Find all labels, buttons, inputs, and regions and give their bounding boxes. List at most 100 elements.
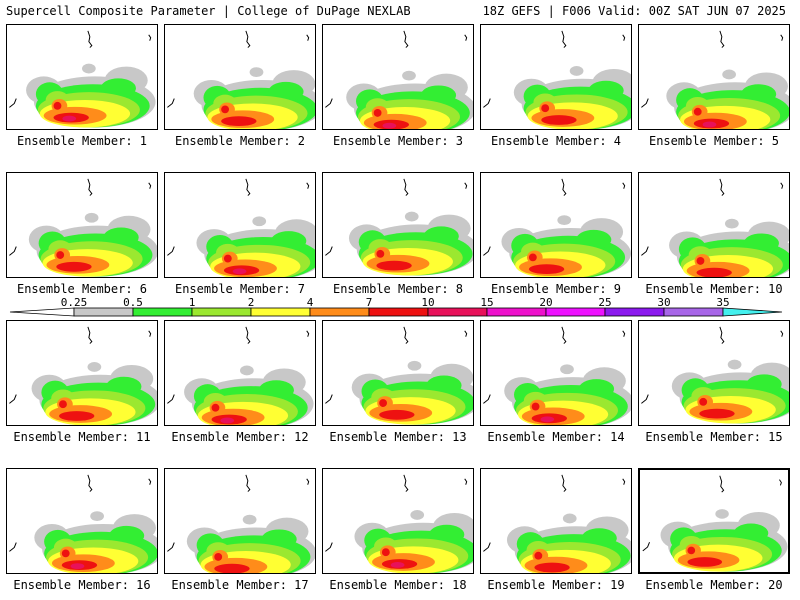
scp-contour-10 [62, 115, 77, 122]
coastline [642, 541, 650, 552]
coastline [306, 330, 310, 337]
scp-contours [184, 365, 314, 425]
coastline [148, 34, 152, 41]
coastline [464, 182, 468, 189]
coastline [167, 542, 175, 552]
scp-contour-0-25 [82, 63, 96, 74]
scp-field-map [325, 326, 473, 425]
member-label: Ensemble Member: 14 [487, 430, 625, 444]
scp-contour-7 [693, 107, 702, 116]
scp-contour-0-25 [557, 215, 572, 225]
scp-contour-0-5 [423, 226, 459, 246]
ensemble-panel [480, 24, 632, 130]
scp-contour-0-5 [581, 528, 617, 548]
coastline [403, 30, 409, 48]
scp-contour-0-25 [240, 365, 254, 376]
scp-contour-7 [379, 409, 415, 420]
scp-contour-0-5 [576, 229, 612, 250]
scp-contour-10 [390, 562, 405, 568]
ensemble-panel [6, 172, 158, 278]
scp-contour-10 [382, 122, 397, 129]
scp-contours [193, 67, 315, 129]
coastline [622, 330, 626, 337]
scp-field-map [483, 326, 631, 425]
scp-contours [186, 514, 315, 573]
scp-contour-7 [56, 251, 65, 259]
scp-contour-7 [376, 249, 385, 258]
ensemble-panel [638, 320, 790, 426]
scp-contour-0-5 [258, 380, 294, 400]
scp-contour-7 [699, 408, 735, 419]
scp-contour-0-25 [562, 513, 577, 524]
scp-contour-7 [221, 105, 230, 114]
scp-contour-10 [220, 417, 235, 424]
scp-field-map [641, 178, 789, 277]
scp-contour-7 [699, 397, 708, 406]
coastline [464, 330, 468, 337]
scp-field-map [641, 30, 789, 129]
scp-field-map [167, 326, 314, 425]
ensemble-panel [164, 320, 316, 426]
coastline [9, 394, 17, 404]
scp-contour-0-25 [569, 66, 584, 76]
scp-contour-0-5 [429, 524, 465, 545]
coastline [641, 246, 649, 256]
scp-contour-0-5 [261, 529, 297, 550]
coastline [483, 394, 491, 404]
member-label: Ensemble Member: 9 [490, 282, 622, 296]
colorbar-bin [663, 307, 724, 317]
ensemble-panel [480, 172, 632, 278]
member-label: Ensemble Member: 2 [174, 134, 306, 148]
scp-contour-0-5 [420, 85, 457, 106]
scp-field-map [9, 474, 157, 573]
scp-contour-0-5 [743, 233, 779, 254]
scp-contour-0-25 [87, 362, 102, 372]
scp-field-map [9, 326, 157, 425]
scp-contour-7 [541, 104, 550, 113]
member-label: Ensemble Member: 11 [13, 430, 151, 444]
scp-contour-0-5 [578, 379, 615, 399]
coastline [87, 326, 93, 344]
ensemble-panel [638, 172, 790, 278]
colorbar-bin [427, 307, 488, 317]
scp-field-map [642, 475, 788, 572]
ensemble-panel [480, 468, 632, 574]
ensemble-panel [164, 24, 316, 130]
member-label: Ensemble Member: 20 [645, 578, 783, 592]
scp-field-map [9, 178, 157, 277]
colorbar-bin [368, 307, 429, 317]
scp-contour-7 [214, 552, 223, 561]
colorbar-tick-label: 30 [657, 296, 670, 309]
coastline [325, 542, 333, 552]
scp-contour-10 [702, 121, 717, 128]
scp-contour-0-5 [103, 227, 139, 248]
colorbar-tick-label: 20 [539, 296, 552, 309]
scp-field-map [325, 30, 473, 129]
ensemble-panel [322, 468, 474, 574]
scp-contour-7 [376, 260, 412, 271]
coastline [9, 98, 17, 108]
member-label: Ensemble Member: 13 [329, 430, 467, 444]
member-label: Ensemble Member: 8 [332, 282, 464, 296]
coastline [780, 34, 784, 41]
scp-contours [660, 509, 788, 572]
coastline [780, 182, 784, 189]
coastline [306, 182, 310, 189]
coastline [719, 326, 725, 344]
scp-contour-0-25 [727, 359, 742, 370]
ensemble-panel [164, 468, 316, 574]
scp-field-map [9, 30, 156, 128]
coastline [641, 394, 649, 404]
coastline [403, 178, 409, 196]
ensemble-panel [6, 320, 158, 426]
scp-contour-7 [379, 399, 388, 407]
coastline [167, 98, 175, 108]
scp-contour-7 [381, 548, 390, 557]
coastline [483, 98, 491, 108]
scp-contour-0-5 [733, 523, 769, 543]
scp-field-map [167, 178, 315, 277]
scp-contour-7 [59, 400, 67, 409]
coastline [641, 98, 649, 108]
member-label: Ensemble Member: 12 [171, 430, 309, 444]
scp-field-map [641, 326, 789, 424]
